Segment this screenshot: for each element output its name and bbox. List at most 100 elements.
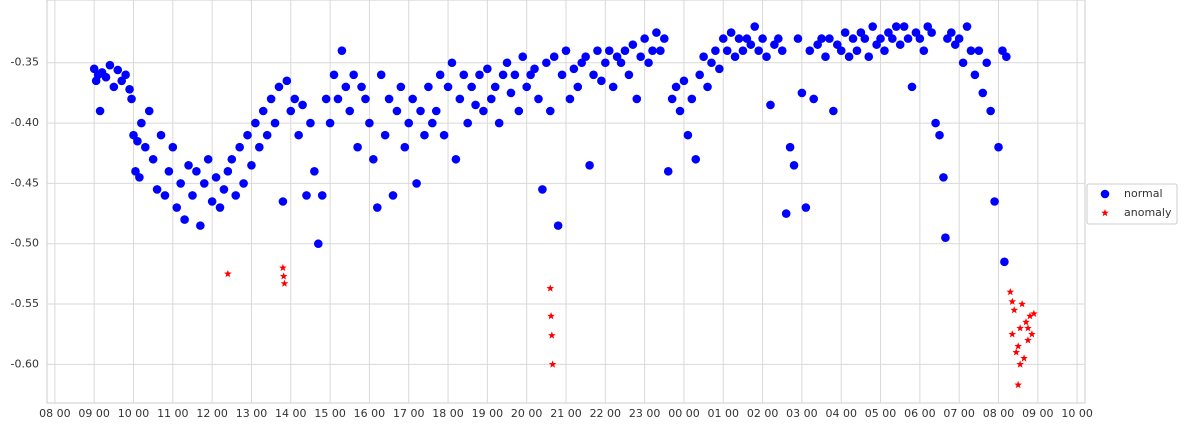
normal-point	[510, 70, 520, 80]
normal-point	[133, 136, 142, 146]
anomaly-point	[280, 279, 289, 287]
normal-point	[463, 118, 473, 128]
normal-point	[954, 34, 964, 43]
anomaly-point	[224, 269, 232, 278]
normal-point	[844, 52, 854, 62]
normal-point	[459, 70, 469, 80]
x-tick-label: 22 00	[590, 407, 622, 420]
x-tick-label: 10 00	[118, 407, 150, 420]
normal-point	[302, 191, 311, 200]
normal-point	[337, 46, 347, 55]
x-tick-label: 18 00	[432, 407, 464, 420]
normal-point	[538, 185, 547, 194]
normal-point	[941, 233, 950, 242]
normal-point	[298, 100, 307, 110]
normal-point	[144, 106, 154, 116]
normal-point	[530, 64, 539, 74]
normal-point	[734, 34, 744, 43]
y-tick-label: -0.60	[11, 357, 39, 370]
y-tick-label: -0.35	[11, 56, 39, 69]
normal-point	[781, 209, 791, 218]
normal-point	[1002, 52, 1011, 62]
normal-point	[840, 28, 850, 37]
x-tick-label: 04 00	[825, 407, 857, 420]
normal-point	[935, 130, 944, 140]
normal-point	[597, 76, 606, 86]
normal-point	[522, 82, 531, 92]
normal-point	[604, 46, 614, 55]
normal-point	[683, 130, 693, 140]
normal-point	[648, 46, 657, 55]
anomaly-point	[1014, 380, 1022, 389]
normal-point	[738, 46, 748, 55]
normal-point	[931, 118, 940, 128]
normal-point	[754, 46, 763, 55]
normal-point	[203, 154, 213, 164]
normal-point	[365, 118, 374, 128]
normal-point	[545, 106, 555, 116]
normal-point	[644, 58, 653, 68]
normal-point	[270, 118, 280, 128]
normal-point	[632, 94, 642, 104]
normal-point	[671, 82, 681, 92]
normal-point	[219, 185, 229, 194]
normal-point	[785, 142, 795, 152]
normal-point	[620, 46, 630, 55]
normal-point	[443, 82, 453, 92]
normal-point	[640, 34, 649, 43]
normal-point	[372, 203, 382, 212]
normal-point	[774, 34, 783, 43]
anomaly-point	[1008, 330, 1017, 338]
normal-point	[860, 34, 870, 43]
normal-point	[608, 82, 618, 92]
normal-point	[589, 70, 598, 80]
anomaly-point	[1006, 287, 1015, 296]
normal-point	[891, 22, 901, 31]
normal-point	[345, 106, 355, 116]
normal-point	[266, 94, 276, 104]
normal-point	[243, 130, 252, 140]
x-tick-label: 16 00	[354, 407, 386, 420]
x-tick-label: 08 00	[983, 407, 1015, 420]
normal-point	[675, 106, 685, 116]
normal-point	[125, 84, 134, 94]
normal-point	[679, 76, 689, 86]
normal-point	[215, 203, 225, 212]
x-tick-label: 09 00	[78, 407, 110, 420]
normal-point	[817, 34, 826, 43]
normal-point	[164, 167, 174, 176]
normal-point	[939, 173, 948, 182]
normal-point	[376, 70, 386, 80]
normal-point	[652, 28, 661, 37]
normal-point	[895, 40, 905, 49]
normal-point	[333, 94, 343, 104]
normal-point	[557, 70, 567, 80]
y-tick-label: -0.40	[11, 116, 39, 129]
normal-point	[483, 64, 492, 74]
normal-point	[361, 94, 370, 104]
normal-point	[573, 82, 583, 92]
normal-point	[899, 22, 909, 31]
normal-point	[317, 191, 327, 200]
normal-point	[758, 34, 767, 43]
normal-point	[836, 46, 846, 55]
normal-point	[211, 173, 221, 182]
normal-point	[231, 191, 241, 200]
normal-point	[801, 203, 811, 212]
normal-point	[888, 34, 897, 43]
x-tick-label: 03 00	[786, 407, 818, 420]
normal-point	[726, 28, 736, 37]
normal-point	[506, 88, 516, 98]
normal-point	[722, 46, 732, 55]
normal-point	[408, 94, 417, 104]
normal-point	[176, 179, 185, 188]
normal-point	[180, 215, 189, 224]
normal-point	[192, 167, 201, 176]
normal-point	[494, 118, 504, 128]
normal-point	[357, 82, 366, 92]
normal-point	[455, 94, 465, 104]
normal-point	[616, 58, 626, 68]
normal-point	[659, 34, 669, 43]
normal-point	[502, 58, 512, 68]
normal-point	[982, 58, 992, 68]
